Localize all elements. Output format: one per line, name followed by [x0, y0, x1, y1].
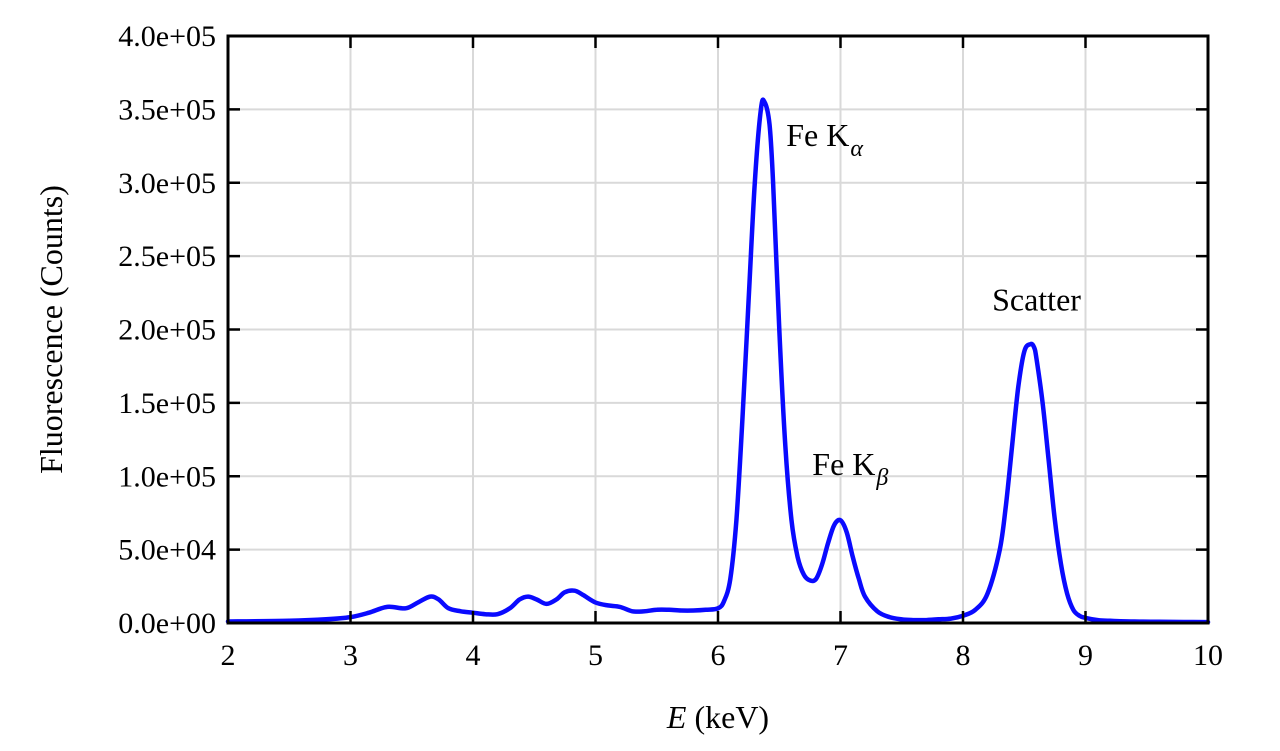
y-tick-label-2: 1.0e+05 [118, 460, 216, 493]
x-tick-label-2: 4 [466, 639, 481, 672]
y-tick-label-4: 2.0e+05 [118, 314, 216, 347]
x-tick-label-7: 9 [1078, 639, 1093, 672]
x-tick-label-3: 5 [588, 639, 603, 672]
annotation-0-subscript: α [850, 136, 863, 162]
x-tick-label-0: 2 [221, 639, 236, 672]
x-axis-label-variable: E [666, 699, 687, 735]
annotation-2: Scatter [992, 281, 1081, 317]
annotation-1-subscript: β [875, 465, 888, 491]
x-tick-label-8: 10 [1193, 639, 1223, 672]
grid [228, 36, 1208, 623]
y-axis-ticks: 0.0e+00 5.0e+04 1.0e+05 1.5e+05 2.0e+05 2.5e+… [118, 20, 1208, 640]
x-tick-label-6: 8 [956, 639, 971, 672]
y-tick-label-0: 0.0e+00 [118, 607, 216, 640]
y-tick-label-7: 3.5e+05 [118, 93, 216, 126]
y-tick-label-3: 1.5e+05 [118, 387, 216, 420]
y-tick-label-6: 3.0e+05 [118, 167, 216, 200]
x-axis-label: E (keV) [666, 699, 769, 735]
annotation-1-main: Fe K [812, 446, 875, 482]
annotation-0-main: Fe K [786, 117, 849, 153]
plot-lines [225, 97, 1211, 625]
y-tick-label-8: 4.0e+05 [118, 20, 216, 53]
x-axis-label-unit: (keV) [686, 699, 769, 735]
x-tick-label-1: 3 [343, 639, 358, 672]
y-tick-label-1: 5.0e+04 [118, 534, 216, 567]
annotation-0: Fe Kα [786, 117, 863, 162]
annotation-2-main: Scatter [992, 281, 1081, 317]
x-axis-ticks: 2 3 4 5 6 7 8 9 10 [221, 36, 1223, 672]
x-tick-label-4: 6 [711, 639, 726, 672]
y-tick-label-5: 2.5e+05 [118, 240, 216, 273]
series-line-0 [225, 97, 1211, 625]
annotation-1: Fe Kβ [812, 446, 888, 491]
y-axis-label: Fluorescence (Counts) [33, 185, 69, 474]
x-tick-label-5: 7 [833, 639, 848, 672]
